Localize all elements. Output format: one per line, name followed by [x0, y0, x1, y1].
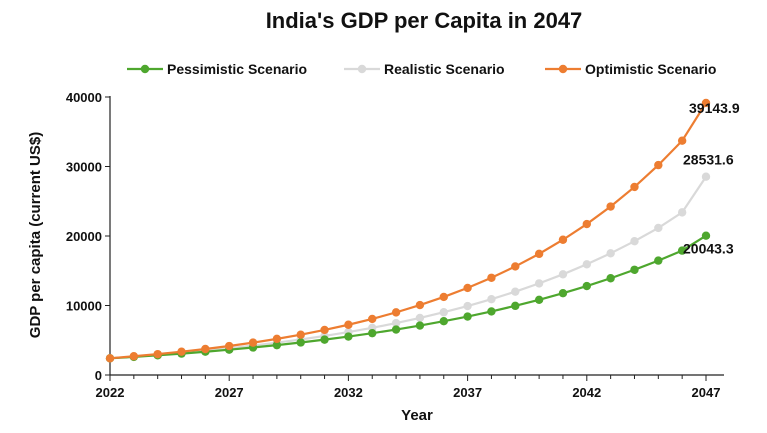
- legend-label: Optimistic Scenario: [585, 61, 716, 77]
- data-point: [463, 301, 472, 311]
- data-point: [296, 338, 305, 347]
- x-tick-label: 2022: [96, 385, 125, 400]
- legend-marker: [357, 64, 367, 74]
- data-point: [272, 334, 282, 344]
- data-labels: 20043.3 28531.6 39143.9: [683, 100, 740, 257]
- data-point: [534, 249, 544, 259]
- data-point: [677, 208, 687, 217]
- chart-title: India's GDP per Capita in 2047: [266, 8, 583, 33]
- data-point: [105, 354, 115, 363]
- data-point: [225, 341, 234, 351]
- x-tick-label: 2037: [453, 385, 482, 400]
- data-point: [129, 352, 139, 361]
- data-point: [272, 340, 282, 350]
- data-point: [511, 287, 520, 296]
- x-tick-label: 2032: [334, 385, 363, 400]
- x-axis-ticks: 2022 2027 2032 2037 2042 2047: [96, 375, 721, 400]
- data-point: [582, 260, 591, 269]
- data-point: [463, 283, 472, 293]
- data-point: [368, 314, 377, 324]
- data-point: [534, 279, 544, 288]
- data-point: [487, 307, 496, 316]
- y-tick-label: 20000: [66, 229, 102, 244]
- legend-label: Realistic Scenario: [384, 61, 505, 77]
- x-axis-label: Year: [401, 407, 433, 424]
- data-point: [201, 344, 210, 354]
- data-point: [248, 338, 258, 347]
- data-point: [344, 332, 353, 341]
- data-point: [463, 312, 472, 321]
- data-point: [701, 172, 711, 181]
- y-tick-label: 40000: [66, 90, 102, 105]
- data-point: [153, 349, 162, 359]
- data-point: [320, 325, 329, 335]
- data-point: [344, 320, 353, 329]
- data-point: [630, 182, 639, 192]
- data-point: [558, 270, 568, 279]
- data-point: [511, 301, 520, 311]
- data-point: [654, 160, 663, 170]
- chart-axes: [109, 96, 724, 376]
- y-tick-label: 10000: [66, 299, 102, 314]
- data-point: [415, 313, 425, 323]
- x-tick-label: 2027: [215, 385, 244, 400]
- series-line-realistic-scenario: [109, 176, 707, 360]
- data-point: [391, 318, 401, 328]
- data-point: [654, 223, 663, 233]
- data-point: [487, 294, 496, 304]
- y-tick-label: 0: [95, 368, 102, 383]
- data-point: [487, 273, 496, 282]
- data-label-end: 39143.9: [689, 100, 740, 116]
- data-point: [177, 347, 186, 356]
- data-point: [391, 325, 401, 334]
- data-point: [415, 300, 425, 310]
- legend-marker: [558, 64, 568, 74]
- data-point: [630, 237, 639, 246]
- data-point: [606, 249, 615, 258]
- data-point: [534, 295, 544, 305]
- data-point: [582, 281, 591, 291]
- data-point: [558, 235, 568, 244]
- y-tick-label: 30000: [66, 160, 102, 175]
- data-point: [415, 321, 425, 330]
- data-point: [677, 246, 687, 255]
- y-axis-ticks: 0 10000 20000 30000 40000: [66, 90, 110, 383]
- data-point: [701, 231, 711, 240]
- chart-series: [105, 98, 711, 363]
- data-point: [439, 317, 448, 326]
- data-point: [558, 288, 568, 298]
- data-point: [701, 98, 711, 108]
- y-axis-label: GDP per capita (current US$): [27, 132, 44, 338]
- x-tick-label: 2047: [692, 385, 721, 400]
- data-point: [296, 330, 305, 339]
- chart-legend: Pessimistic Scenario Realistic Scenario Op…: [127, 61, 716, 77]
- data-point: [606, 202, 615, 211]
- series-line-pessimistic-scenario: [109, 234, 707, 360]
- data-point: [391, 308, 401, 317]
- x-tick-label: 2042: [572, 385, 601, 400]
- data-point: [320, 335, 329, 344]
- data-point: [606, 274, 615, 283]
- data-point: [439, 308, 448, 317]
- legend-marker: [140, 64, 150, 74]
- legend-label: Pessimistic Scenario: [167, 61, 307, 77]
- data-point: [654, 256, 663, 265]
- data-point: [439, 292, 448, 302]
- data-label-end: 28531.6: [683, 152, 734, 168]
- data-point: [677, 136, 687, 145]
- data-label-end: 20043.3: [683, 241, 734, 257]
- data-point: [511, 262, 520, 271]
- data-point: [368, 328, 377, 338]
- data-point: [630, 265, 639, 274]
- data-point: [582, 219, 591, 229]
